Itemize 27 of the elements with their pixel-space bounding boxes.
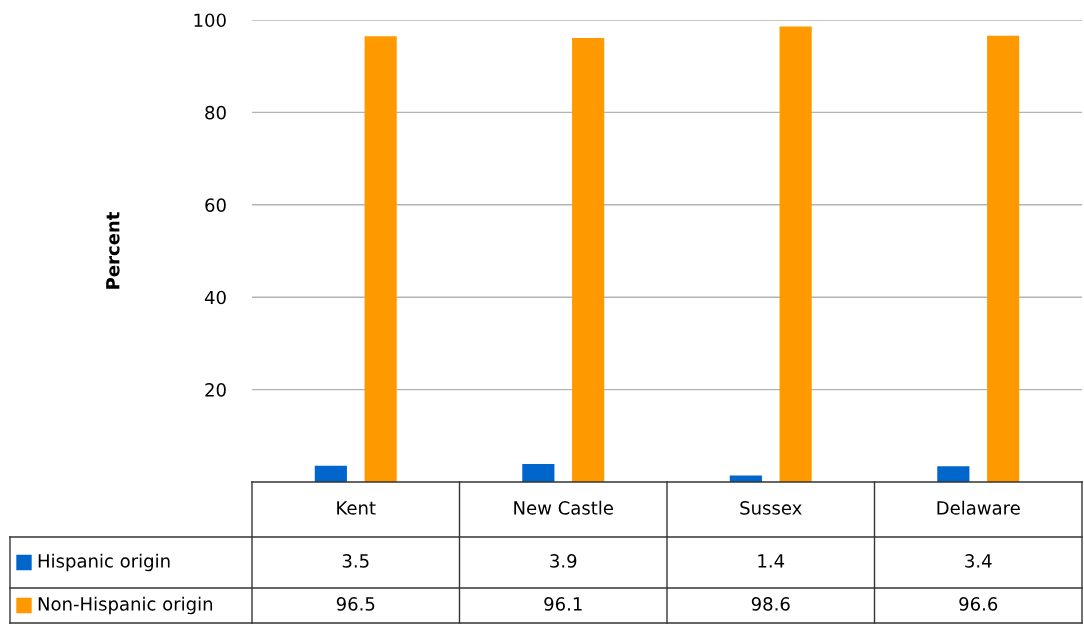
y-tick-label: 100 <box>194 13 226 28</box>
data-label: 96.6 <box>959 597 998 611</box>
data-label: 98.6 <box>751 597 790 611</box>
data-label: 96.5 <box>336 597 375 611</box>
bar <box>572 38 605 482</box>
legend-label: Non-Hispanic origin <box>38 596 213 615</box>
data-label: 3.4 <box>965 554 992 568</box>
bar <box>779 26 812 482</box>
x-tick-label: New Castle <box>514 500 613 515</box>
y-tick-label: 20 <box>205 383 226 397</box>
y-tick-label: 40 <box>204 290 226 305</box>
y-tick-label: 60 <box>205 198 226 212</box>
data-label: 3.9 <box>550 554 577 568</box>
y-axis-title: Percent <box>106 212 120 289</box>
x-tick-label: Delaware <box>937 500 1020 515</box>
legend-label: Hispanic origin <box>38 553 170 572</box>
x-tick-label: Kent <box>337 501 376 515</box>
x-tick-label: Sussex <box>740 501 802 515</box>
data-label: 96.1 <box>544 597 582 611</box>
data-label: 1.4 <box>758 554 785 568</box>
bar <box>522 463 555 482</box>
y-tick-label: 80 <box>205 105 226 120</box>
bar <box>314 465 347 482</box>
data-label: 3.5 <box>342 554 369 568</box>
bar <box>937 466 970 482</box>
bar <box>364 36 397 482</box>
bar <box>987 35 1020 482</box>
